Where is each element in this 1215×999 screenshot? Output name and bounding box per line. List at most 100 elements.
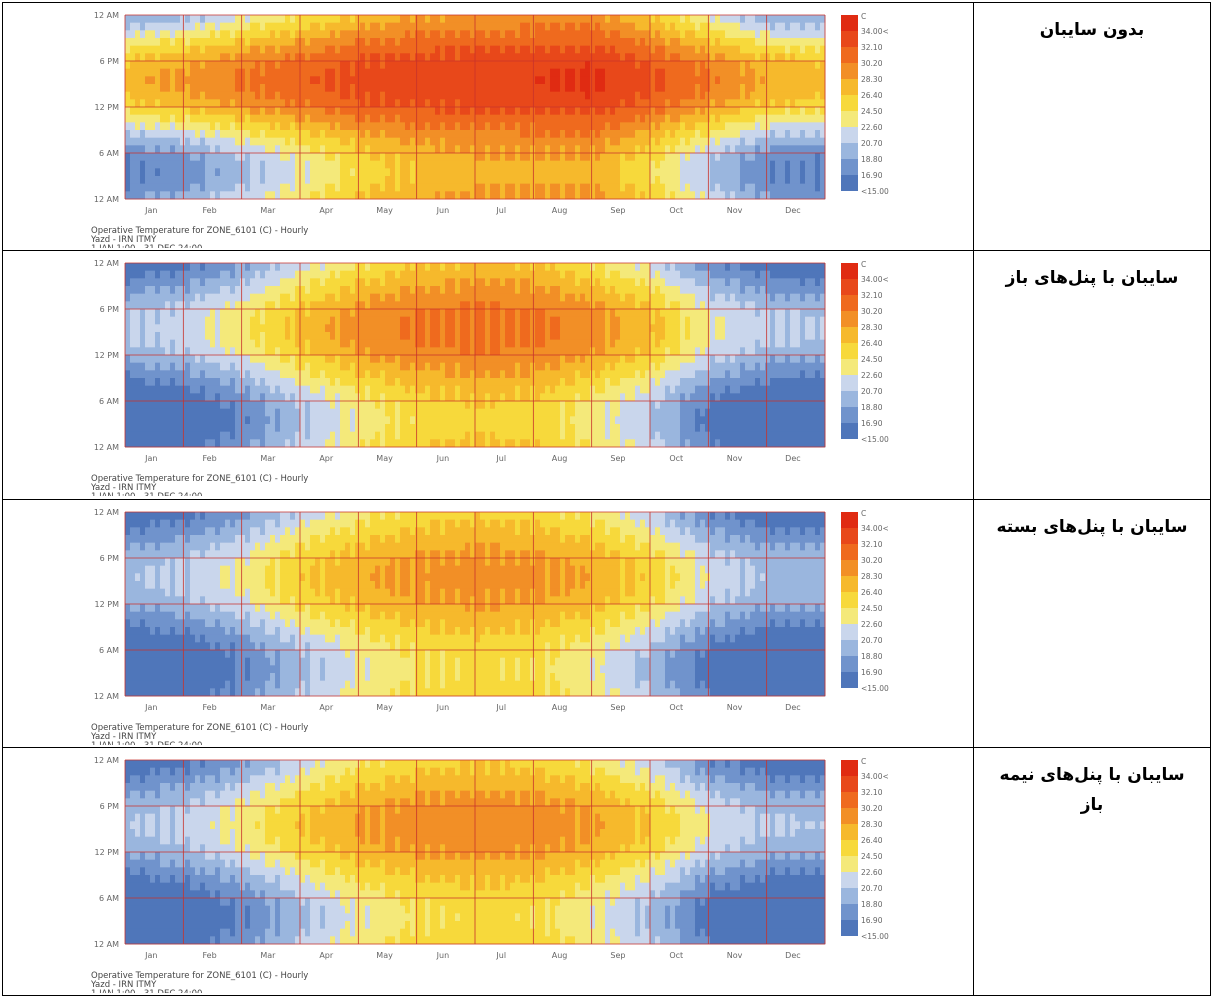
heatmap-cell	[620, 99, 626, 108]
heatmap-cell	[420, 385, 426, 394]
heatmap-cell	[435, 53, 441, 62]
heatmap-cell	[670, 68, 676, 77]
heatmap-cell	[770, 176, 776, 185]
heatmap-cell	[480, 183, 486, 192]
heatmap-cell	[240, 76, 246, 85]
heatmap-cell	[205, 263, 211, 272]
heatmap-cell	[155, 160, 161, 169]
heatmap-cell	[755, 22, 761, 31]
heatmap-cell	[290, 191, 296, 200]
heatmap-cell	[610, 176, 616, 185]
heatmap-cell	[320, 38, 326, 47]
heatmap-cell	[240, 316, 246, 325]
heatmap-cell	[715, 130, 721, 139]
heatmap-cell	[210, 122, 216, 131]
heatmap-cell	[380, 68, 386, 77]
heatmap-cell	[295, 370, 301, 379]
heatmap-cell	[140, 339, 146, 348]
heatmap-cell	[645, 191, 651, 200]
heatmap-cell	[445, 309, 451, 318]
heatmap-cell	[280, 424, 286, 433]
heatmap-cell	[310, 378, 316, 387]
heatmap-cell	[780, 76, 786, 85]
heatmap-cell	[670, 30, 676, 39]
heatmap-cell	[795, 76, 801, 85]
heatmap-cell	[410, 145, 416, 154]
heatmap-cell	[405, 362, 411, 371]
heatmap-cell	[815, 160, 821, 169]
heatmap-cell	[440, 347, 446, 356]
heatmap-cell	[135, 122, 141, 131]
heatmap-cell	[260, 22, 266, 31]
heatmap-cell	[480, 130, 486, 139]
heatmap-cell	[260, 38, 266, 47]
heatmap-cell	[525, 176, 531, 185]
heatmap-cell	[410, 15, 416, 24]
heatmap-cell	[515, 76, 521, 85]
heatmap-cell	[165, 30, 171, 39]
heatmap-cell	[205, 270, 211, 279]
heatmap-cell	[520, 107, 526, 116]
heatmap-cell	[615, 191, 621, 200]
heatmap-cell	[195, 53, 201, 62]
heatmap-cell	[445, 107, 451, 116]
heatmap-cell	[220, 324, 226, 333]
heatmap-cell	[315, 22, 321, 31]
heatmap-cell	[725, 176, 731, 185]
heatmap-cell	[265, 263, 271, 272]
heatmap-cell	[200, 385, 206, 394]
heatmap-cell	[700, 30, 706, 39]
heatmap-cell	[240, 370, 246, 379]
heatmap-cell	[230, 362, 236, 371]
heatmap-cell	[425, 431, 431, 440]
heatmap-cell	[630, 183, 636, 192]
heatmap-cell	[190, 191, 196, 200]
heatmap-cell	[325, 130, 331, 139]
heatmap-cell	[215, 160, 221, 169]
heatmap-cell	[235, 45, 241, 54]
heatmap-cell	[135, 38, 141, 47]
heatmap-cell	[310, 15, 316, 24]
heatmap-cell	[145, 393, 151, 402]
heatmap-cell	[175, 130, 181, 139]
heatmap-cell	[510, 38, 516, 47]
heatmap-cell	[150, 316, 156, 325]
heatmap-cell	[305, 84, 311, 93]
heatmap-cell	[285, 15, 291, 24]
heatmap-cell	[250, 191, 256, 200]
heatmap-cell	[330, 385, 336, 394]
heatmap-cell	[230, 439, 236, 448]
heatmap-cell	[770, 122, 776, 131]
heatmap-cell	[435, 191, 441, 200]
heatmap-cell	[175, 286, 181, 295]
heatmap-cell	[235, 183, 241, 192]
heatmap-cell	[445, 439, 451, 448]
heatmap-cell	[700, 160, 706, 169]
heatmap-cell	[395, 137, 401, 146]
heatmap-cell	[415, 183, 421, 192]
heatmap-cell	[435, 176, 441, 185]
heatmap-cell	[745, 30, 751, 39]
heatmap-cell	[250, 316, 256, 325]
heatmap-cell	[300, 45, 306, 54]
heatmap-cell	[180, 309, 186, 318]
heatmap-cell	[660, 145, 666, 154]
heatmap-cell	[225, 309, 231, 318]
heatmap-cell	[665, 114, 671, 123]
heatmap-cell	[645, 176, 651, 185]
heatmap-cell	[545, 91, 551, 100]
heatmap-cell	[135, 107, 141, 116]
heatmap-cell	[170, 293, 176, 302]
heatmap-cell	[320, 22, 326, 31]
heatmap-cell	[405, 30, 411, 39]
heatmap-cell	[790, 168, 796, 177]
heatmap-cell	[230, 130, 236, 139]
heatmap-cell	[145, 107, 151, 116]
heatmap-cell	[205, 137, 211, 146]
heatmap-cell	[665, 38, 671, 47]
heatmap-cell	[355, 30, 361, 39]
x-tick-label: Mar	[260, 206, 276, 215]
heatmap-cell	[430, 107, 436, 116]
heatmap-cell	[235, 278, 241, 287]
heatmap-cell	[805, 15, 811, 24]
